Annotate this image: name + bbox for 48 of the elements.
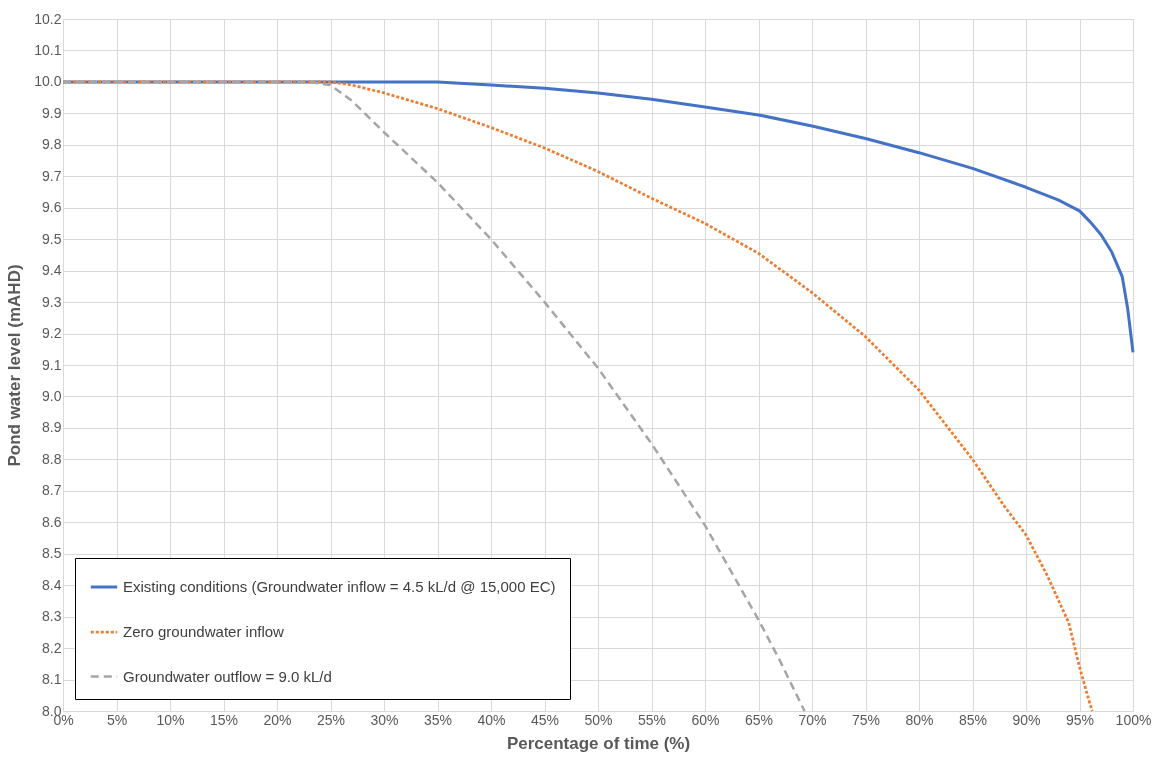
x-tick-label: 35%: [423, 711, 453, 728]
y-tick-label: 10.2: [34, 10, 62, 27]
y-tick-label: 8.4: [42, 576, 62, 593]
x-tick-label: 80%: [905, 711, 934, 728]
y-tick-label: 8.3: [42, 608, 62, 625]
x-tick-label: 10%: [156, 711, 185, 728]
x-axis-title: Percentage of time (%): [506, 733, 691, 753]
y-tick-label: 8.1: [42, 671, 62, 688]
x-tick-label: 15%: [209, 711, 239, 728]
y-tick-label: 10.1: [34, 41, 62, 58]
x-tick-label: 55%: [637, 711, 667, 728]
x-tick-label: 30%: [370, 711, 399, 728]
x-tick-label: 25%: [316, 711, 346, 728]
line-series: [61, 80, 806, 713]
y-tick-label: 8.6: [42, 513, 62, 530]
legend-label: Groundwater outflow = 9.0 kL/d: [123, 667, 332, 685]
y-tick-label: 9.7: [42, 167, 62, 184]
x-tick-label: 85%: [958, 711, 988, 728]
legend-label: Existing conditions (Groundwater inflow = 4.5 kL/d @ 15,000 EC): [123, 578, 556, 595]
y-tick-label: 9.6: [42, 199, 62, 216]
x-tick-label: 65%: [744, 711, 774, 728]
legend-label: Zero groundwater inflow: [123, 623, 285, 640]
y-tick-label: 8.9: [42, 419, 62, 436]
y-tick-label: 9.9: [42, 104, 62, 121]
y-tick-label: 8.7: [42, 482, 62, 499]
x-tick-label: 70%: [798, 711, 827, 728]
y-tick-label: 8.8: [42, 450, 62, 467]
x-tick-label: 50%: [584, 711, 613, 728]
x-tick-label: 95%: [1065, 711, 1095, 728]
x-tick-label: 75%: [851, 711, 881, 728]
y-tick-label: 9.1: [42, 356, 62, 373]
y-axis-title: Pond water level (mAHD): [5, 264, 25, 467]
y-tick-label: 8.2: [42, 639, 62, 656]
y-tick-label: 9.0: [42, 387, 62, 404]
x-tick-label: 100%: [1115, 711, 1152, 728]
y-tick-label: 9.3: [42, 293, 62, 310]
y-tick-label: 9.8: [42, 136, 62, 153]
y-tick-label: 8.5: [42, 545, 62, 562]
x-tick-label: 90%: [1012, 711, 1041, 728]
y-tick-label: 9.5: [42, 230, 62, 247]
y-tick-label: 9.4: [42, 262, 62, 279]
x-tick-label: 40%: [477, 711, 506, 728]
y-tick-label: 10.0: [34, 73, 62, 90]
y-tick-label: 9.2: [42, 325, 62, 342]
x-tick-label: 5%: [106, 711, 128, 728]
x-tick-label: 45%: [530, 711, 560, 728]
x-tick-label: 60%: [691, 711, 720, 728]
x-tick-label: 20%: [263, 711, 292, 728]
